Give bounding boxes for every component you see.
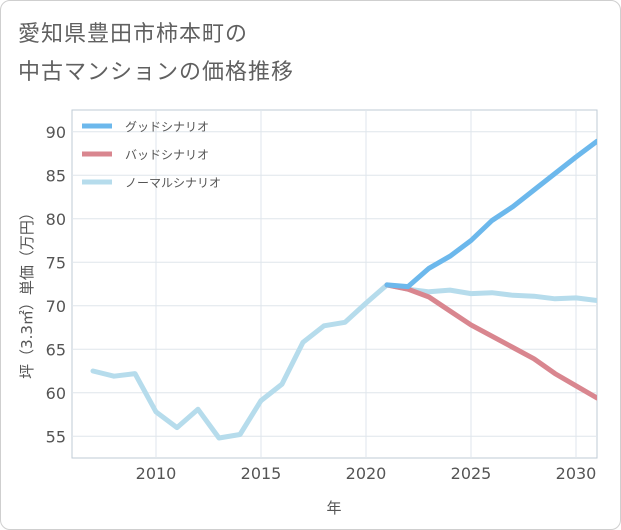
- y-tick-label: 60: [46, 384, 66, 403]
- legend-label-2: ノーマルシナリオ: [125, 176, 221, 190]
- x-tick-label: 2025: [451, 464, 492, 483]
- x-tick-label: 2010: [136, 464, 177, 483]
- y-tick-label: 70: [46, 297, 66, 316]
- y-tick-label: 90: [46, 123, 66, 142]
- series-line-1: [384, 282, 597, 401]
- y-tick-label: 55: [46, 427, 66, 446]
- legend-label-1: バッドシナリオ: [125, 148, 209, 162]
- chart-title-line-2: 中古マンションの価格推移: [18, 60, 295, 85]
- y-axis-title: 坪（3.3㎡）単価（万円）: [18, 205, 36, 379]
- legend-label-0: グッドシナリオ: [125, 120, 209, 134]
- series-line-2: [90, 282, 597, 441]
- series-line-0: [384, 138, 597, 290]
- x-axis-title: 年: [326, 499, 341, 517]
- y-tick-label: 65: [46, 340, 66, 359]
- y-tick-label: 75: [46, 253, 66, 272]
- y-tick-label: 85: [46, 166, 66, 185]
- plot-area: [71, 109, 598, 459]
- chart-title-line-1: 愛知県豊田市柿本町の: [18, 22, 249, 47]
- x-tick-label: 2015: [241, 464, 282, 483]
- x-tick-label: 2020: [346, 464, 387, 483]
- x-tick-label: 2030: [556, 464, 597, 483]
- series-lines: [90, 138, 597, 441]
- y-tick-label: 80: [46, 210, 66, 229]
- tick-labels: 2010 2015 2020 2025 2030 55 60 65 70 75 80 85 90: [46, 123, 597, 483]
